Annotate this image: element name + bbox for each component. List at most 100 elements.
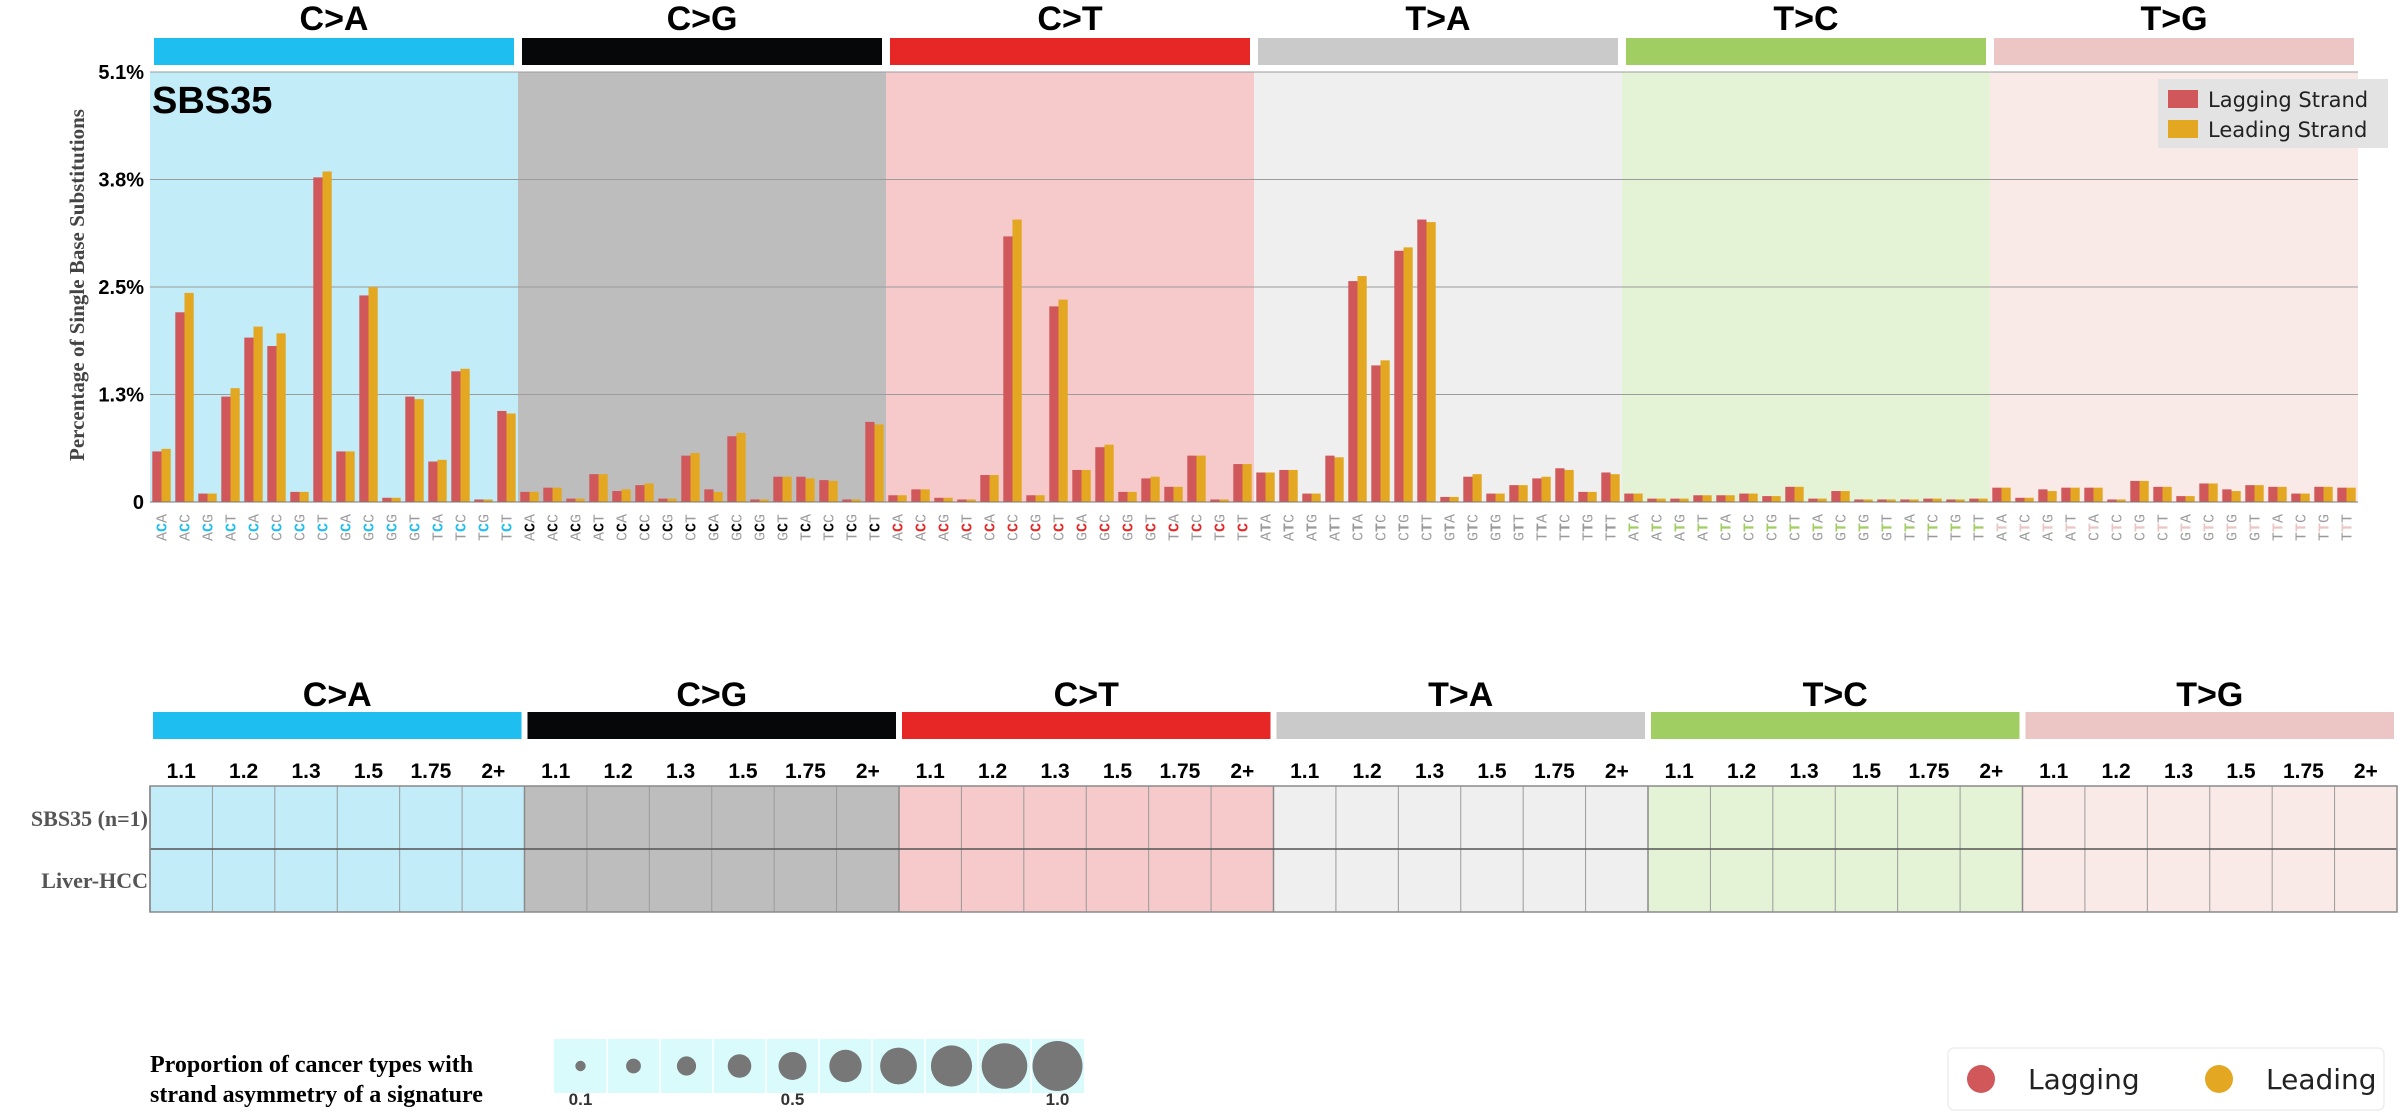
bar-leading-c-to-g-tcc bbox=[828, 480, 838, 502]
bottom-legend-label-lagging: Lagging bbox=[2028, 1063, 2140, 1096]
bar-lagging-c-to-t-tcg bbox=[1210, 499, 1220, 502]
bottom-category-title-t-to-a: T>A bbox=[1428, 676, 1493, 714]
context-label-c-to-g-ccc: CCC bbox=[638, 514, 655, 541]
size-legend-circle-0 bbox=[575, 1060, 586, 1072]
context-label-t-to-a-ctc: CTC bbox=[1374, 514, 1391, 541]
bar-lagging-c-to-g-cca bbox=[612, 491, 622, 502]
context-label-t-to-g-ttc: TTC bbox=[2294, 514, 2311, 541]
bottom-category-bar-t-to-c bbox=[1651, 712, 2020, 739]
threshold-label-t-to-c-2: 1.3 bbox=[1789, 760, 1818, 783]
bottom-category-bar-c-to-a bbox=[153, 712, 522, 739]
context-label-t-to-c-gtc: GTC bbox=[1834, 514, 1851, 541]
context-label-t-to-g-ttt: TTT bbox=[2340, 514, 2357, 541]
bar-leading-t-to-a-ttg bbox=[1587, 491, 1597, 502]
context-label-t-to-a-tta: TTA bbox=[1535, 514, 1552, 541]
threshold-label-c-to-a-2: 1.3 bbox=[291, 760, 320, 783]
context-label-t-to-a-ctt: CTT bbox=[1420, 514, 1437, 541]
bar-lagging-c-to-t-gcc bbox=[1095, 447, 1105, 502]
bar-lagging-c-to-g-gcc bbox=[727, 436, 737, 502]
bar-lagging-c-to-t-tct bbox=[1233, 464, 1243, 502]
bar-leading-c-to-t-ccg bbox=[1035, 495, 1045, 502]
context-label-c-to-g-tcg: TCG bbox=[845, 514, 862, 541]
context-label-c-to-t-gca: GCA bbox=[1075, 514, 1092, 541]
bar-lagging-t-to-c-ctc bbox=[1739, 493, 1749, 502]
bar-leading-c-to-g-gca bbox=[713, 491, 723, 502]
bar-leading-t-to-g-cta bbox=[2093, 487, 2103, 502]
context-label-t-to-c-gta: GTA bbox=[1811, 514, 1828, 541]
threshold-label-t-to-a-4: 1.75 bbox=[1534, 760, 1575, 783]
context-label-t-to-g-atg: ATG bbox=[2041, 514, 2058, 541]
threshold-label-t-to-a-0: 1.1 bbox=[1290, 760, 1320, 783]
context-label-c-to-g-ccg: CCG bbox=[661, 514, 678, 541]
y-tick-label-2: 2.5% bbox=[98, 277, 144, 299]
bar-lagging-c-to-t-cca bbox=[980, 475, 990, 502]
threshold-label-t-to-c-1: 1.2 bbox=[1727, 760, 1756, 783]
bar-lagging-t-to-g-ttg bbox=[2314, 486, 2324, 502]
context-label-t-to-a-gta: GTA bbox=[1443, 514, 1460, 541]
threshold-label-c-to-a-5: 2+ bbox=[481, 760, 505, 783]
bar-lagging-t-to-a-gtc bbox=[1463, 476, 1473, 502]
bar-lagging-t-to-g-ctc bbox=[2107, 499, 2117, 502]
bar-lagging-c-to-t-act bbox=[957, 499, 967, 502]
bar-lagging-t-to-c-atg bbox=[1670, 498, 1680, 502]
bar-leading-c-to-a-gca bbox=[345, 451, 355, 502]
bar-leading-t-to-c-gtc bbox=[1840, 491, 1850, 502]
context-label-t-to-a-ttc: TTC bbox=[1558, 514, 1575, 541]
context-label-t-to-c-ttt: TTT bbox=[1972, 514, 1989, 541]
bar-leading-t-to-c-cta bbox=[1725, 495, 1735, 502]
row-label-sbs35: SBS35 (n=1) bbox=[31, 806, 148, 831]
threshold-label-t-to-g-1: 1.2 bbox=[2102, 760, 2131, 783]
category-title-c-to-t: C>T bbox=[1037, 0, 1102, 38]
bar-leading-t-to-a-atg bbox=[1311, 493, 1321, 502]
threshold-label-c-to-a-4: 1.75 bbox=[410, 760, 451, 783]
context-label-c-to-a-tct: TCT bbox=[500, 514, 517, 541]
size-legend-label-line2: strand asymmetry of a signature bbox=[150, 1082, 483, 1108]
context-label-c-to-t-tcg: TCG bbox=[1213, 514, 1230, 541]
bar-lagging-c-to-a-acg bbox=[198, 493, 208, 502]
bar-lagging-c-to-g-ccc bbox=[635, 485, 645, 502]
bars bbox=[152, 171, 2356, 503]
bar-leading-c-to-g-tct bbox=[874, 424, 884, 502]
bar-leading-c-to-a-tct bbox=[506, 413, 516, 502]
bar-lagging-c-to-t-cct bbox=[1049, 306, 1059, 502]
bar-leading-t-to-g-tta bbox=[2277, 486, 2287, 502]
y-tick-label-3: 3.8% bbox=[98, 170, 144, 192]
bar-lagging-c-to-g-act bbox=[589, 474, 599, 502]
context-label-c-to-a-cca: CCA bbox=[247, 514, 264, 541]
context-label-c-to-t-acg: ACG bbox=[937, 514, 954, 541]
bar-leading-t-to-a-ata bbox=[1265, 472, 1275, 502]
bar-leading-c-to-t-gcg bbox=[1127, 491, 1137, 502]
bar-leading-t-to-g-ata bbox=[2001, 487, 2011, 502]
bar-leading-t-to-g-ctc bbox=[2116, 499, 2126, 502]
bar-leading-t-to-g-ttg bbox=[2323, 486, 2333, 502]
bar-leading-c-to-t-tcc bbox=[1196, 455, 1206, 502]
context-label-t-to-c-ttc: TTC bbox=[1926, 514, 1943, 541]
bar-lagging-c-to-t-aca bbox=[888, 495, 898, 502]
context-label-t-to-c-gtg: GTG bbox=[1857, 514, 1874, 541]
context-label-t-to-g-gtt: GTT bbox=[2248, 514, 2265, 541]
bar-lagging-t-to-a-gtt bbox=[1509, 485, 1519, 502]
bar-lagging-t-to-g-gtc bbox=[2199, 483, 2209, 502]
bar-leading-c-to-a-ccc bbox=[276, 333, 286, 502]
threshold-label-t-to-c-0: 1.1 bbox=[1665, 760, 1695, 783]
context-label-t-to-g-gtg: GTG bbox=[2225, 514, 2242, 541]
bar-leading-c-to-g-tca bbox=[805, 478, 815, 502]
threshold-label-c-to-a-3: 1.5 bbox=[354, 760, 384, 783]
context-label-c-to-t-tca: TCA bbox=[1167, 514, 1184, 541]
bar-lagging-t-to-c-ttt bbox=[1969, 498, 1979, 502]
bar-leading-t-to-g-gta bbox=[2185, 496, 2195, 502]
context-label-t-to-c-tta: TTA bbox=[1903, 514, 1920, 541]
bar-lagging-c-to-t-ccg bbox=[1026, 495, 1036, 502]
context-label-t-to-g-ctg: CTG bbox=[2133, 514, 2150, 541]
bar-lagging-t-to-a-gtg bbox=[1486, 493, 1496, 502]
bar-lagging-t-to-a-gta bbox=[1440, 496, 1450, 502]
bar-lagging-t-to-c-gta bbox=[1808, 498, 1818, 502]
legend-swatch-leading bbox=[2168, 120, 2198, 138]
context-label-c-to-t-acc: ACC bbox=[914, 514, 931, 541]
bar-leading-t-to-g-gtc bbox=[2208, 483, 2218, 502]
bar-leading-t-to-c-atg bbox=[1679, 498, 1689, 502]
bar-lagging-c-to-a-tca bbox=[428, 461, 438, 502]
bar-leading-c-to-a-gcc bbox=[368, 287, 378, 502]
x-axis-context-labels: ACA ACC ACG ACT CCA CCC CCG CCT GCA GCC GCG GCT TCA T… bbox=[155, 514, 2357, 541]
bar-lagging-t-to-g-atg bbox=[2038, 489, 2048, 502]
